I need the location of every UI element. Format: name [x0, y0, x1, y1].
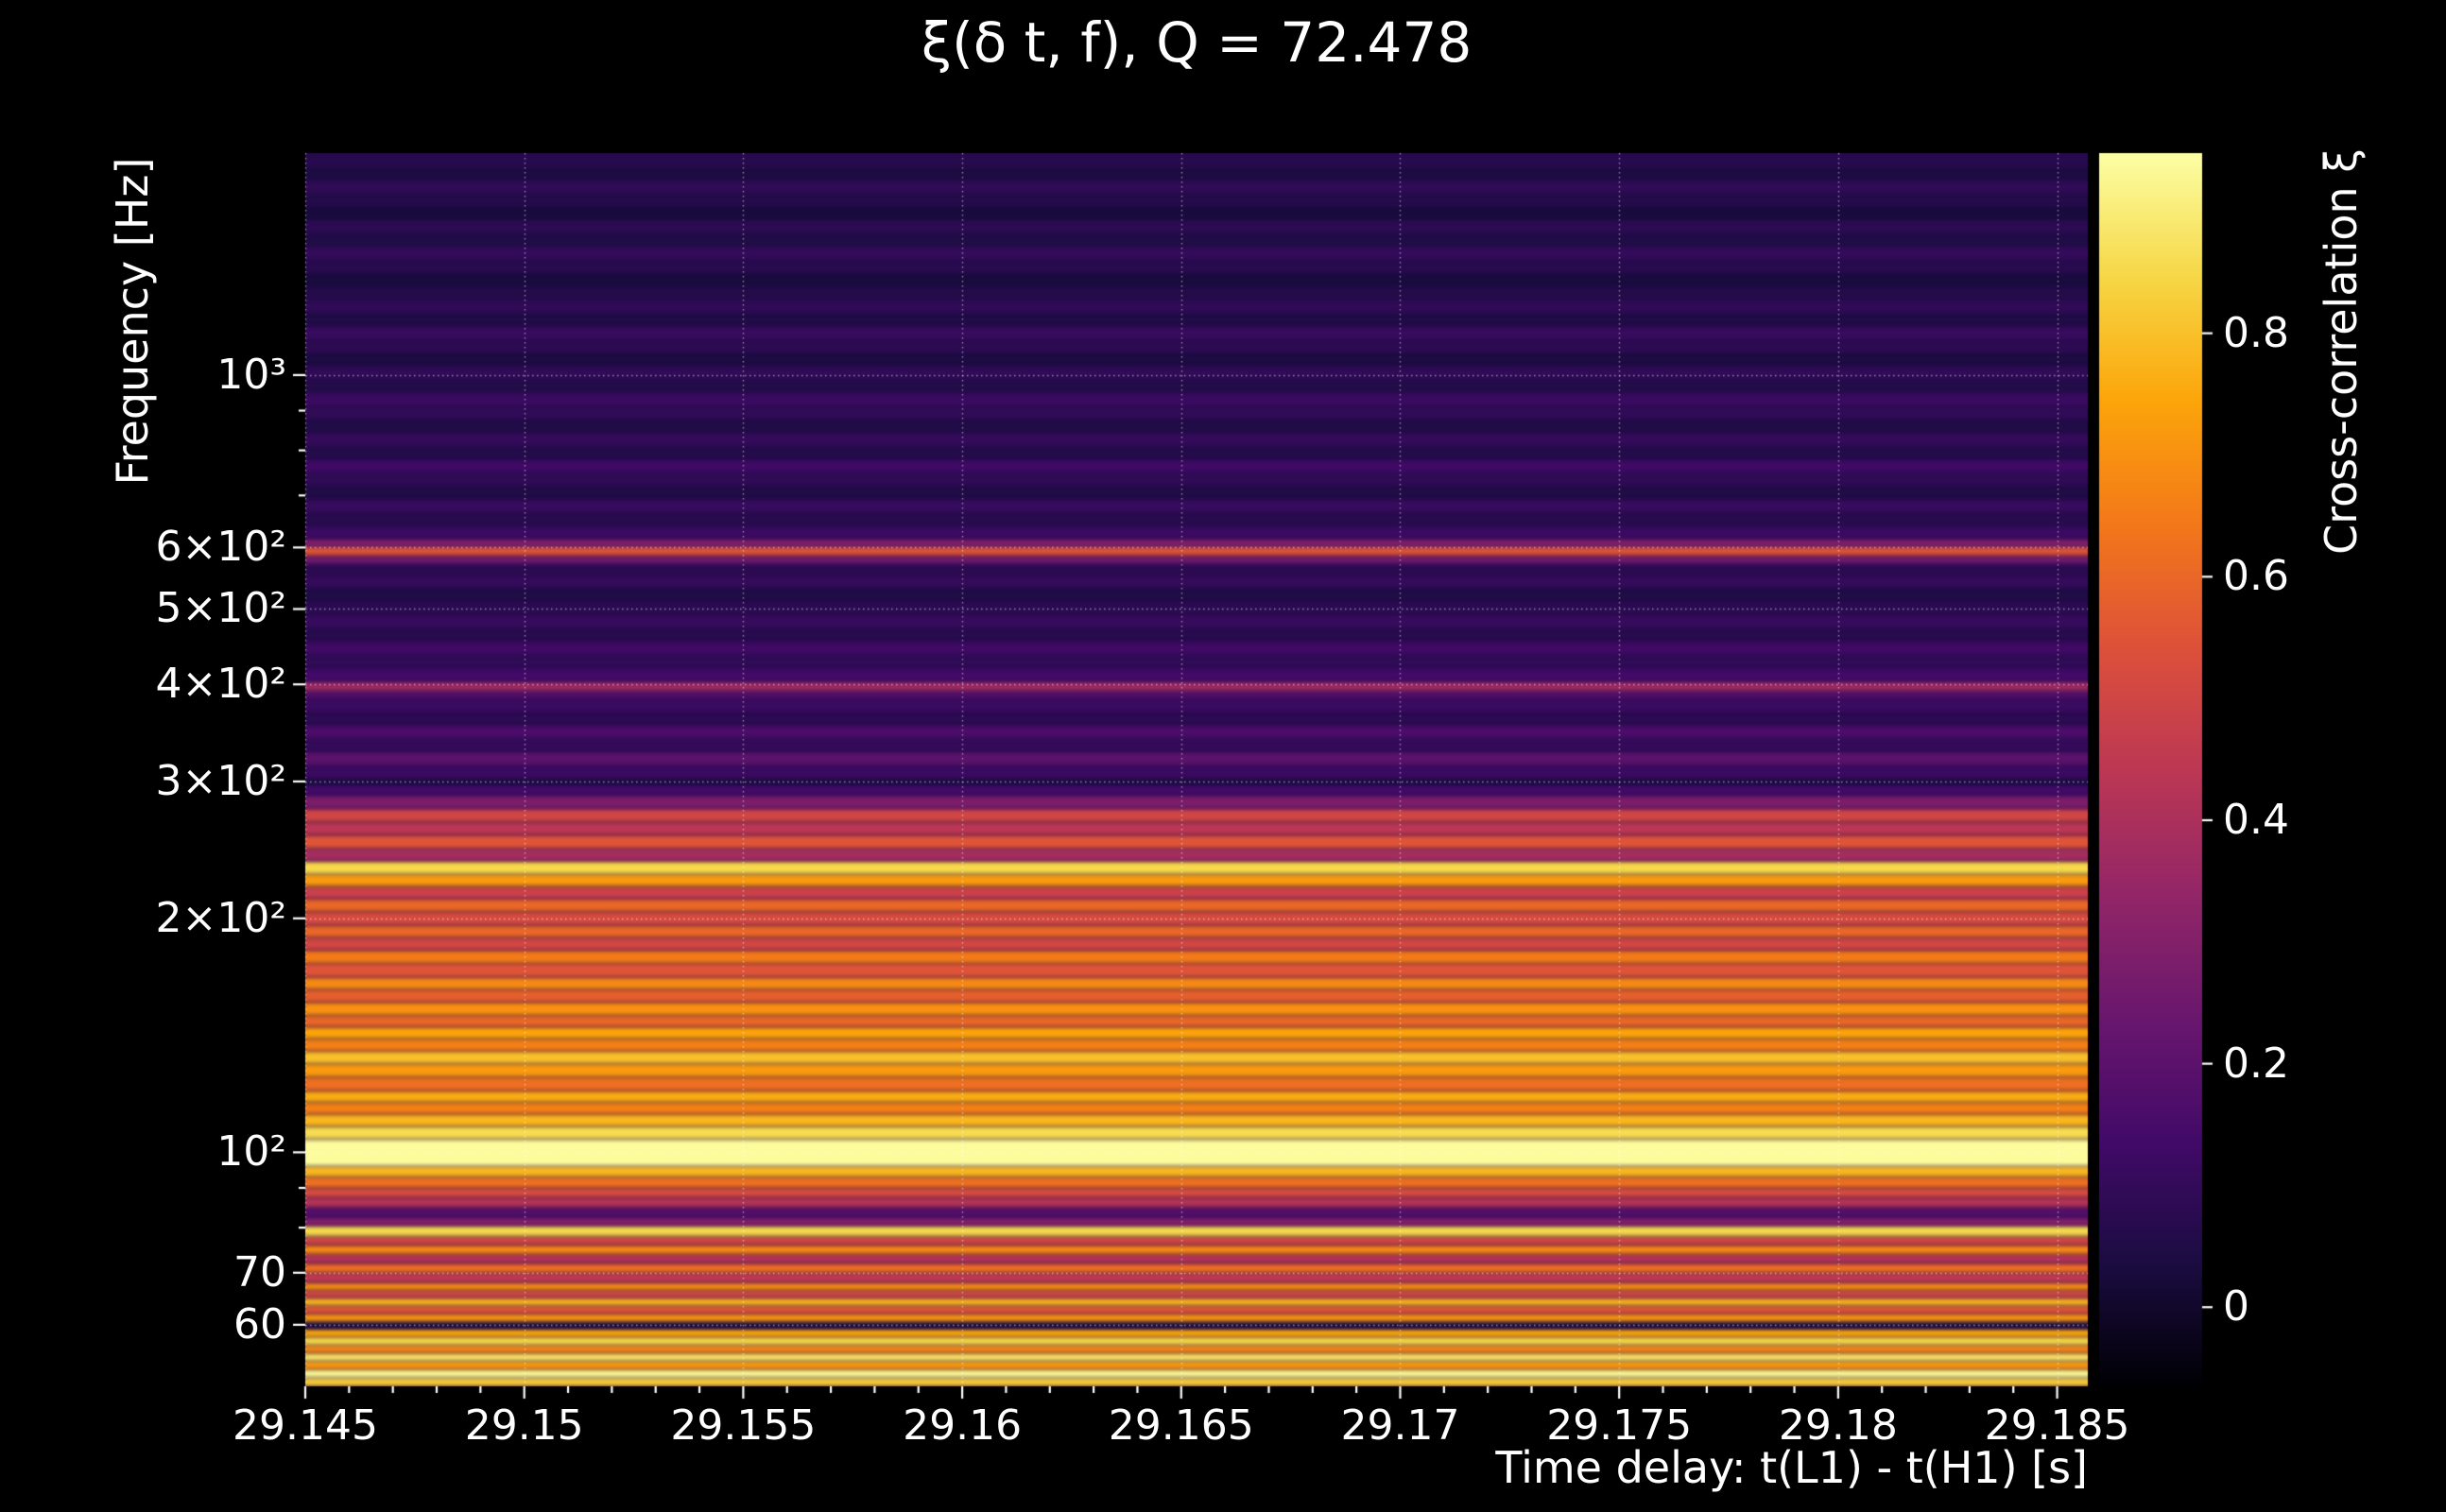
colorbar-tick-label: 0.2	[2223, 1039, 2289, 1088]
colorbar-tick-label: 0	[2223, 1282, 2249, 1332]
x-tick-label: 29.165	[1108, 1401, 1254, 1450]
x-tick-label: 29.185	[1984, 1401, 2130, 1450]
colorbar-tick-label: 0.6	[2223, 552, 2289, 601]
x-tick-label: 29.145	[233, 1401, 378, 1450]
chart-title: ξ(δ t, f), Q = 72.478	[921, 10, 1473, 75]
y-tick-label: 2×10²	[155, 893, 287, 942]
y-tick-label: 4×10²	[155, 660, 287, 709]
x-axis-label: Time delay: t(L1) - t(H1) [s]	[1495, 1442, 2088, 1493]
y-tick-label: 10²	[216, 1127, 286, 1177]
y-axis-label: Frequency [Hz]	[107, 157, 158, 486]
x-tick-label: 29.175	[1546, 1401, 1693, 1450]
colorbar-tick-label: 0.4	[2223, 795, 2289, 844]
y-tick-label: 60	[233, 1299, 286, 1349]
y-tick-label: 6×10²	[155, 523, 287, 572]
colorbar-label: Cross-correlation ξ	[2316, 148, 2367, 555]
colorbar-tick-label: 0.8	[2223, 308, 2289, 357]
y-tick-label: 3×10²	[155, 756, 287, 805]
x-tick-label: 29.15	[464, 1401, 584, 1450]
y-tick-label: 5×10²	[155, 584, 287, 633]
x-tick-label: 29.17	[1340, 1401, 1460, 1450]
x-tick-label: 29.155	[670, 1401, 817, 1450]
y-tick-label: 10³	[216, 350, 286, 399]
x-tick-label: 29.16	[903, 1401, 1023, 1450]
x-tick-label: 29.18	[1778, 1401, 1898, 1450]
y-tick-label: 70	[233, 1247, 286, 1297]
